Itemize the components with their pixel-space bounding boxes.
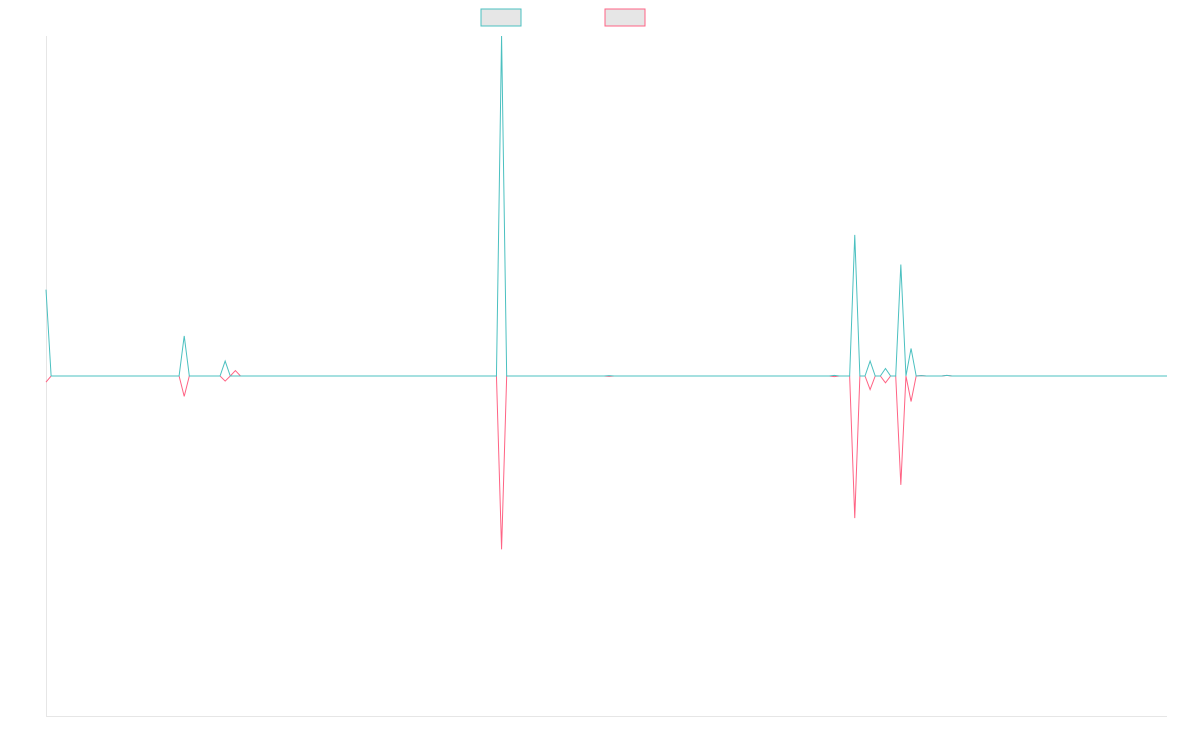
axes — [46, 36, 1167, 717]
legend-swatch-series-0[interactable] — [480, 8, 522, 27]
series-line-0 — [45, 35, 1167, 377]
legend-swatch-series-1[interactable] — [604, 8, 646, 27]
legend[interactable] — [480, 8, 646, 27]
series-lines — [45, 35, 1167, 550]
series-line-1 — [45, 369, 1167, 550]
